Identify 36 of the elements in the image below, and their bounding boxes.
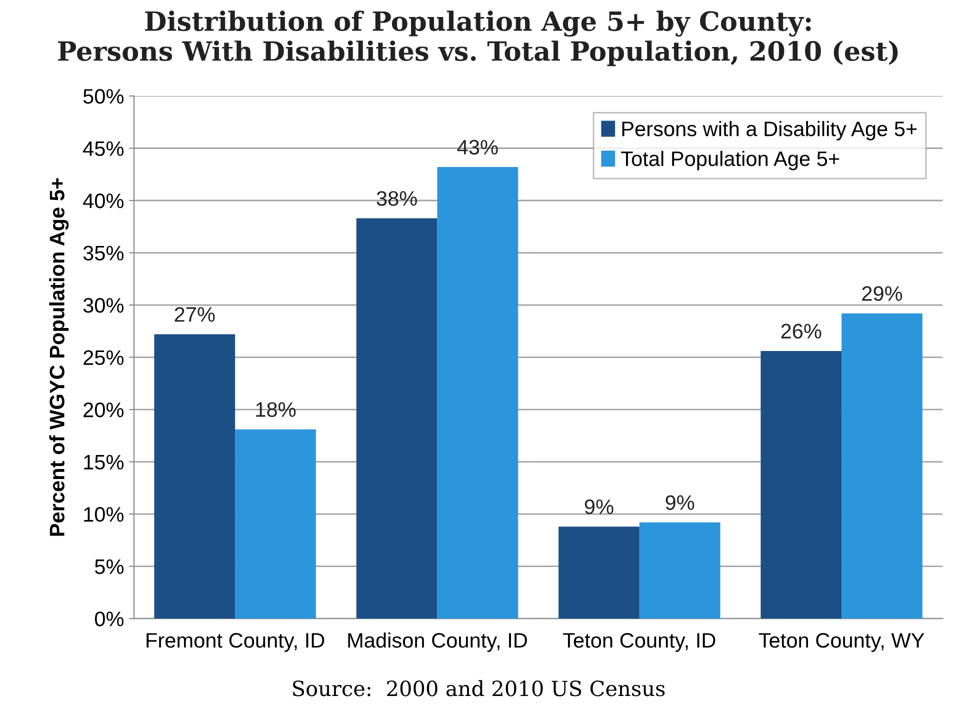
source-note: Source: 2000 and 2010 US Census <box>293 680 665 696</box>
chart-title: Distribution of Population Age 5+ by County: Persons With Disabilities vs. Total Population, 2010 (est) <box>58 10 898 66</box>
y-axis-title: Percent of WGYC Population Age 5+ <box>49 178 69 536</box>
data-label: 27% <box>174 307 215 322</box>
bar <box>639 522 720 619</box>
y-tick-label: 50% <box>83 88 124 104</box>
data-label: 38% <box>376 191 417 206</box>
data-label: 26% <box>781 324 822 339</box>
y-tick-label: 25% <box>84 350 124 366</box>
bar <box>558 526 640 619</box>
bar <box>235 429 316 619</box>
bar <box>356 218 438 619</box>
data-label: 18% <box>256 402 296 417</box>
y-tick-label: 15% <box>84 454 124 470</box>
x-tick-label: Teton County, ID <box>563 633 716 652</box>
data-label: 9% <box>666 495 694 510</box>
x-tick-label: Madison County, ID <box>348 632 527 652</box>
data-label: 29% <box>862 286 902 301</box>
y-tick-label: 40% <box>83 194 124 208</box>
x-tick-label: Fremont County, ID <box>146 633 324 652</box>
data-label: 43% <box>457 140 498 155</box>
y-tick-label: 5% <box>94 559 124 574</box>
y-tick-label: 45% <box>83 141 124 156</box>
bar <box>437 167 518 619</box>
y-tick-label: 20% <box>84 402 124 418</box>
bar <box>842 313 922 619</box>
x-tick-label: Teton County, WY <box>758 633 924 652</box>
y-tick-label: 0% <box>94 612 124 626</box>
y-tick-label: 30% <box>83 298 124 313</box>
y-tick-label: 10% <box>84 507 124 522</box>
bar <box>760 351 842 619</box>
bar <box>154 334 236 619</box>
legend-label: Total Population Age 5+ <box>621 150 840 170</box>
legend-label: Persons with a Disability Age 5+ <box>622 120 917 140</box>
data-label: 9% <box>584 499 614 514</box>
y-tick-label: 35% <box>83 246 124 261</box>
